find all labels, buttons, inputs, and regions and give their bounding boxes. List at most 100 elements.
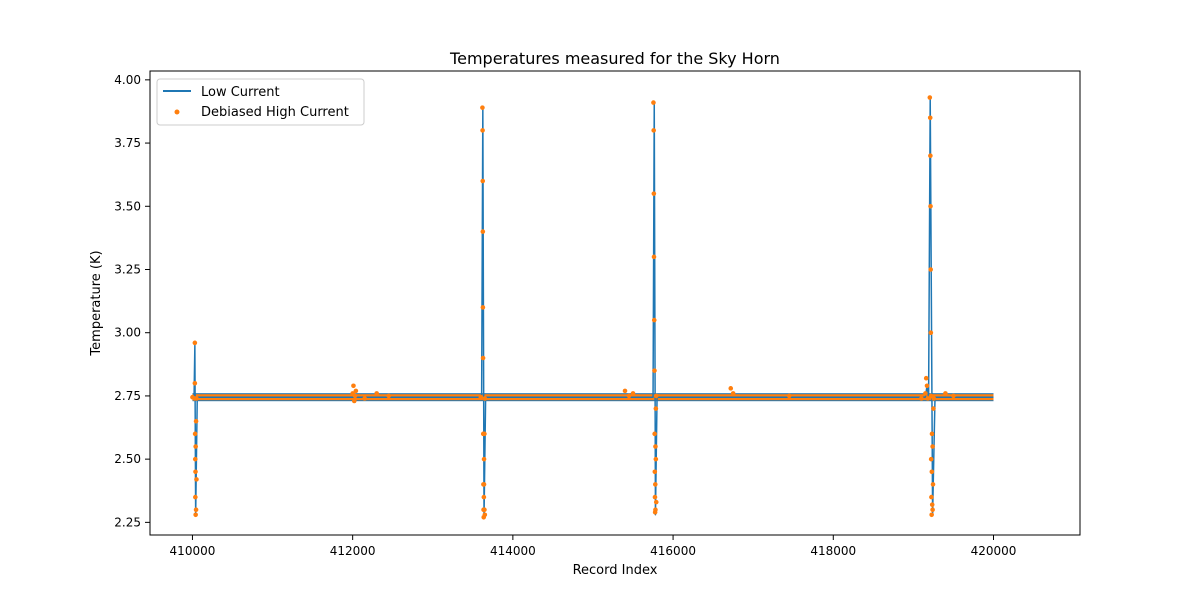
high-current-point <box>194 396 199 401</box>
y-tick-label: 2.50 <box>114 452 141 466</box>
high-current-point <box>194 477 199 482</box>
high-current-point <box>481 494 487 500</box>
x-tick-label: 420000 <box>971 544 1017 558</box>
high-current-point <box>651 191 657 196</box>
legend-dot-swatch <box>174 109 180 115</box>
plot-area <box>149 70 1081 536</box>
high-current-point <box>786 393 792 399</box>
high-current-point <box>925 396 931 401</box>
high-current-point <box>193 418 199 424</box>
high-current-point <box>924 383 930 389</box>
high-current-point <box>480 229 486 234</box>
y-tick-label: 3.00 <box>114 326 141 340</box>
high-current-point <box>386 393 392 399</box>
high-current-point <box>929 512 934 518</box>
high-current-point <box>929 469 935 475</box>
high-current-point <box>193 494 198 500</box>
x-tick-label: 418000 <box>810 544 856 558</box>
x-axis: 410000 412000 414000 416000 418000 420000 <box>170 535 1017 558</box>
high-current-point <box>192 340 198 346</box>
high-current-point <box>480 305 486 310</box>
high-current-point <box>928 456 934 462</box>
high-current-point <box>193 512 198 518</box>
high-current-point <box>653 499 659 505</box>
high-current-point <box>630 391 636 396</box>
legend-label-low-current: Low Current <box>201 85 280 100</box>
high-current-point <box>928 330 934 336</box>
high-current-point <box>481 482 487 487</box>
high-current-point <box>930 507 935 513</box>
high-current-point <box>482 507 487 513</box>
high-current-point <box>482 396 488 401</box>
high-current-point <box>652 368 657 373</box>
axes-frame <box>149 70 1081 536</box>
high-current-point <box>653 406 659 411</box>
chart-title: Temperatures measured for the Sky Horn <box>449 49 780 68</box>
legend-frame <box>156 78 365 126</box>
y-tick-label: 3.75 <box>114 136 141 150</box>
high-current-point <box>351 383 356 389</box>
high-current-point <box>192 431 198 437</box>
high-current-point <box>651 317 657 323</box>
high-current-point <box>651 254 657 260</box>
high-current-point <box>652 431 657 437</box>
high-current-point <box>927 95 933 100</box>
high-current-point <box>927 115 933 121</box>
high-current-point <box>478 394 484 400</box>
x-tick-label: 416000 <box>650 544 696 558</box>
high-current-point <box>728 386 734 391</box>
high-current-point <box>192 380 198 386</box>
y-axis-label: Temperature (K) <box>89 250 104 356</box>
high-current-point <box>730 391 736 396</box>
high-current-point <box>653 393 659 399</box>
high-current-point <box>923 391 928 396</box>
high-current-point <box>930 444 935 449</box>
y-tick-label: 2.25 <box>114 515 141 529</box>
y-tick-label: 3.50 <box>114 199 141 213</box>
high-current-point <box>192 456 198 462</box>
high-current-point <box>653 507 658 513</box>
high-current-point <box>928 153 933 159</box>
high-current-point <box>919 396 924 401</box>
high-current-point <box>193 507 199 513</box>
x-axis-label: Record Index <box>573 563 658 578</box>
high-current-point <box>928 267 933 272</box>
legend-label-debiased-high-current: Debiased High Current <box>201 105 349 120</box>
high-current-point <box>482 512 488 518</box>
high-current-point <box>928 203 933 209</box>
high-current-point <box>652 494 658 500</box>
high-current-point <box>652 469 658 475</box>
high-current-point <box>929 431 935 437</box>
high-current-point <box>651 128 656 133</box>
high-current-point <box>652 482 658 487</box>
high-current-point <box>193 469 198 475</box>
high-current-point <box>930 482 936 487</box>
high-current-point <box>480 105 485 110</box>
high-current-point <box>653 456 659 462</box>
high-current-point <box>951 393 956 399</box>
legend: Low Current Debiased High Current <box>156 78 365 126</box>
high-current-point <box>622 388 628 394</box>
y-tick-label: 3.25 <box>114 262 141 276</box>
high-current-point <box>362 396 367 401</box>
high-current-point <box>929 494 934 500</box>
high-current-point <box>351 398 357 404</box>
low-current-line <box>192 96 994 519</box>
high-current-point <box>651 100 656 105</box>
high-current-point <box>923 375 929 381</box>
x-tick-label: 414000 <box>490 544 536 558</box>
high-current-point <box>653 444 658 449</box>
high-current-point <box>931 406 936 411</box>
high-current-point <box>193 444 198 449</box>
high-current-point <box>482 431 487 437</box>
x-tick-label: 410000 <box>170 544 216 558</box>
high-current-point <box>480 178 486 184</box>
high-current-point <box>374 391 379 396</box>
y-tick-label: 4.00 <box>114 73 141 87</box>
high-current-point <box>929 502 935 507</box>
x-tick-label: 412000 <box>330 544 376 558</box>
high-current-point <box>626 393 632 399</box>
high-current-point <box>353 388 359 394</box>
